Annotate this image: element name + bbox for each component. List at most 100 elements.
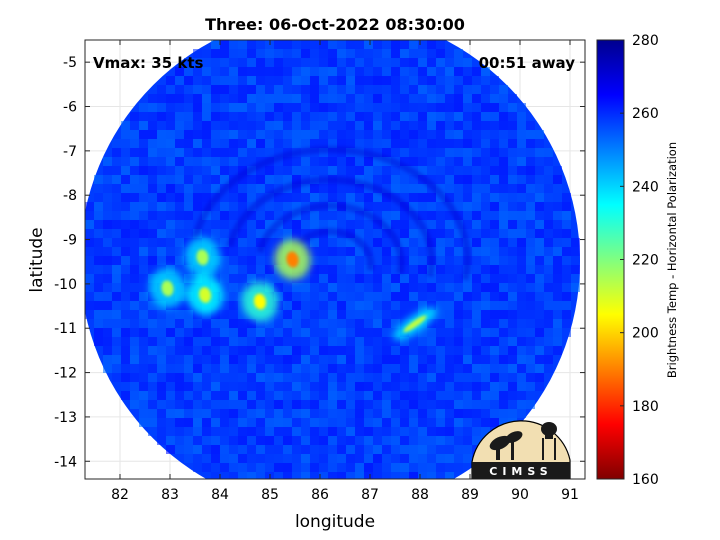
swath-cell [481, 166, 490, 175]
swath-cell [220, 67, 229, 76]
swath-cell [481, 427, 490, 436]
swath-cell [94, 175, 103, 184]
swath-cell [418, 76, 427, 85]
swath-cell [301, 400, 310, 409]
swath-cell [427, 328, 436, 337]
swath-cell [274, 283, 283, 292]
swath-cell [436, 85, 445, 94]
swath-cell [211, 220, 220, 229]
swath-cell [175, 229, 184, 238]
swath-cell [544, 319, 553, 328]
swath-cell [391, 265, 400, 274]
swath-cell [283, 292, 292, 301]
swath-cell [292, 382, 301, 391]
swath-cell [130, 355, 139, 364]
swath-cell [472, 364, 481, 373]
swath-cell [265, 49, 274, 58]
swath-cell [436, 67, 445, 76]
swath-cell [175, 157, 184, 166]
swath-cell [526, 391, 535, 400]
swath-cell [382, 319, 391, 328]
swath-cell [139, 166, 148, 175]
swath-cell [373, 292, 382, 301]
swath-cell [238, 382, 247, 391]
swath-cell [364, 139, 373, 148]
swath-cell [418, 292, 427, 301]
swath-cell [175, 148, 184, 157]
swath-cell [229, 427, 238, 436]
swath-cell [292, 139, 301, 148]
swath-cell [418, 157, 427, 166]
swath-cell [247, 436, 256, 445]
swath-cell [301, 382, 310, 391]
swath-cell [193, 148, 202, 157]
swath-cell [445, 184, 454, 193]
swath-cell [373, 40, 382, 49]
swath-cell [328, 94, 337, 103]
swath-cell [355, 310, 364, 319]
swath-cell [373, 409, 382, 418]
swath-cell [463, 58, 472, 67]
swath-cell [94, 238, 103, 247]
swath-cell [112, 265, 121, 274]
swath-cell [265, 463, 274, 472]
swath-cell [382, 148, 391, 157]
swath-cell [544, 193, 553, 202]
swath-cell [400, 355, 409, 364]
swath-cell [148, 409, 157, 418]
swath-cell [301, 436, 310, 445]
swath-cell [463, 67, 472, 76]
swath-cell [175, 364, 184, 373]
swath-cell [193, 121, 202, 130]
swath-cell [256, 76, 265, 85]
swath-cell [220, 301, 229, 310]
x-tick-label: 84 [211, 487, 229, 503]
swath-cell [202, 328, 211, 337]
swath-layer [85, 40, 580, 479]
swath-cell [454, 247, 463, 256]
swath-cell [400, 292, 409, 301]
swath-cell [130, 229, 139, 238]
swath-cell [283, 49, 292, 58]
swath-cell [499, 139, 508, 148]
swath-cell [130, 382, 139, 391]
swath-cell [220, 283, 229, 292]
swath-cell [481, 67, 490, 76]
swath-cell [292, 157, 301, 166]
swath-cell [301, 211, 310, 220]
swath-cell [247, 58, 256, 67]
swath-cell [499, 283, 508, 292]
swath-cell [526, 202, 535, 211]
swath-cell [427, 355, 436, 364]
swath-cell [391, 202, 400, 211]
swath-cell [355, 220, 364, 229]
swath-cell [283, 121, 292, 130]
swath-cell [364, 454, 373, 463]
swath-cell [337, 373, 346, 382]
swath-cell [139, 157, 148, 166]
swath-cell [202, 193, 211, 202]
swath-cell [328, 382, 337, 391]
swath-cell [337, 355, 346, 364]
swath-cell [418, 346, 427, 355]
swath-cell [148, 256, 157, 265]
swath-cell [283, 112, 292, 121]
swath-cell [247, 40, 256, 49]
swath-cell [211, 418, 220, 427]
swath-cell [328, 310, 337, 319]
swath-cell [283, 400, 292, 409]
swath-cell [445, 67, 454, 76]
swath-cell [373, 193, 382, 202]
swath-cell [238, 400, 247, 409]
swath-cell [292, 364, 301, 373]
swath-cell [445, 220, 454, 229]
swath-cell [373, 148, 382, 157]
swath-cell [373, 328, 382, 337]
swath-cell [427, 391, 436, 400]
colorbar-label: Brightness Temp - Horizontal Polarizatio… [665, 142, 679, 378]
swath-cell [148, 382, 157, 391]
swath-cell [229, 94, 238, 103]
swath-cell [490, 175, 499, 184]
swath-cell [346, 337, 355, 346]
swath-cell [175, 445, 184, 454]
